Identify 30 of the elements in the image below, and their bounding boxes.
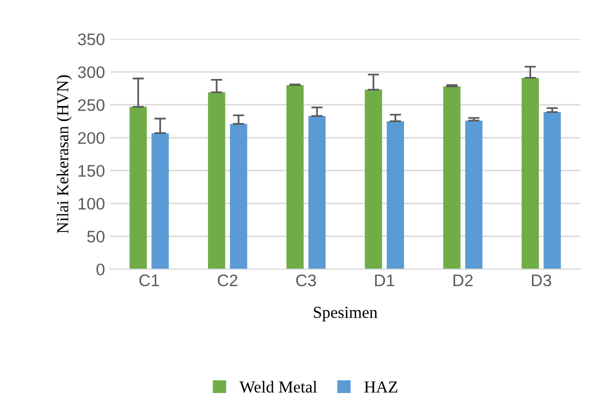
bar: [208, 92, 226, 270]
bar: [130, 106, 147, 270]
legend-label: Weld Metal: [239, 380, 317, 393]
bar: [308, 116, 326, 270]
x-tick-label: D2: [454, 274, 473, 286]
legend-label: HAZ: [364, 381, 398, 392]
x-tick-label: D3: [532, 274, 552, 286]
x-axis-title: Spesimen: [314, 306, 378, 322]
bar: [364, 90, 382, 270]
bar: [286, 85, 304, 270]
x-tick-label: D1: [375, 274, 394, 286]
bar: [522, 78, 539, 270]
y-tick-label: 100: [78, 198, 104, 210]
x-tick-label: C2: [218, 274, 238, 286]
x-tick-label: C3: [296, 274, 316, 286]
y-axis-title: Nilai Kekerasan (HVN): [56, 75, 72, 234]
x-tick-label: C1: [139, 274, 160, 286]
bar: [230, 124, 248, 270]
y-tick-label: 250: [78, 99, 104, 112]
y-tick-label: 350: [78, 33, 104, 46]
bar: [443, 86, 460, 270]
y-tick-label: 50: [87, 230, 104, 243]
y-tick-label: 200: [78, 132, 104, 144]
y-tick-label: 150: [78, 164, 104, 177]
bar: [465, 120, 482, 270]
bar: [386, 121, 404, 270]
bar: [152, 133, 169, 270]
bar: [544, 112, 561, 270]
y-tick-label: 0: [96, 264, 104, 276]
y-tick-label: 300: [78, 66, 104, 78]
